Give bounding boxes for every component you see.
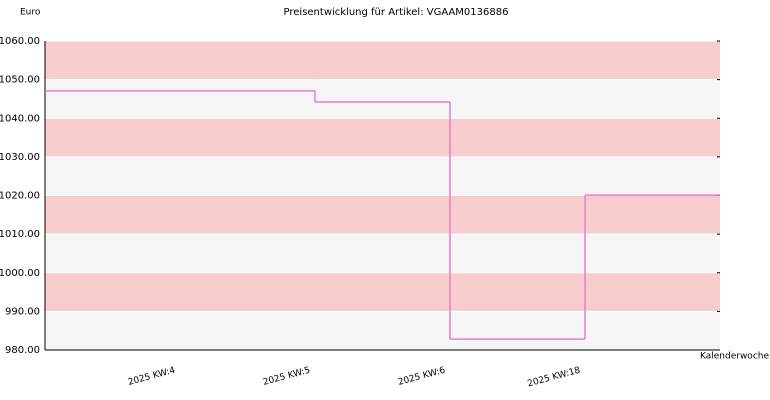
y-tick-label: 1000.00 <box>0 268 40 279</box>
plot-band <box>45 195 720 235</box>
plot-band <box>45 234 720 273</box>
y-tick-label: 1010.00 <box>0 229 40 240</box>
chart-title: Preisentwicklung für Artikel: VGAAM01368… <box>284 7 509 18</box>
y-tick-label: 980.00 <box>5 345 40 356</box>
y-tick-label: 1060.00 <box>0 36 40 47</box>
y-tick-label: 1030.00 <box>0 152 40 163</box>
plot-band <box>45 272 720 312</box>
x-axis-label: Kalenderwoche <box>700 352 769 362</box>
y-axis-label: Euro <box>20 8 41 18</box>
y-tick-label: 1020.00 <box>0 191 40 202</box>
y-tick-label: 1050.00 <box>0 75 40 86</box>
x-tick-label: 2025 KW:5 <box>262 366 311 388</box>
x-tick-label: 2025 KW:6 <box>397 366 447 388</box>
plot-band <box>45 311 720 350</box>
plot-band <box>45 41 720 80</box>
y-tick-label: 1040.00 <box>0 113 40 124</box>
y-tick-label: 990.00 <box>5 306 40 317</box>
plot-band <box>45 79 720 119</box>
x-tick-label: 2025 KW:18 <box>526 366 581 390</box>
plot-band <box>45 118 720 157</box>
x-tick-label: 2025 KW:4 <box>127 366 177 388</box>
plot-band <box>45 156 720 196</box>
